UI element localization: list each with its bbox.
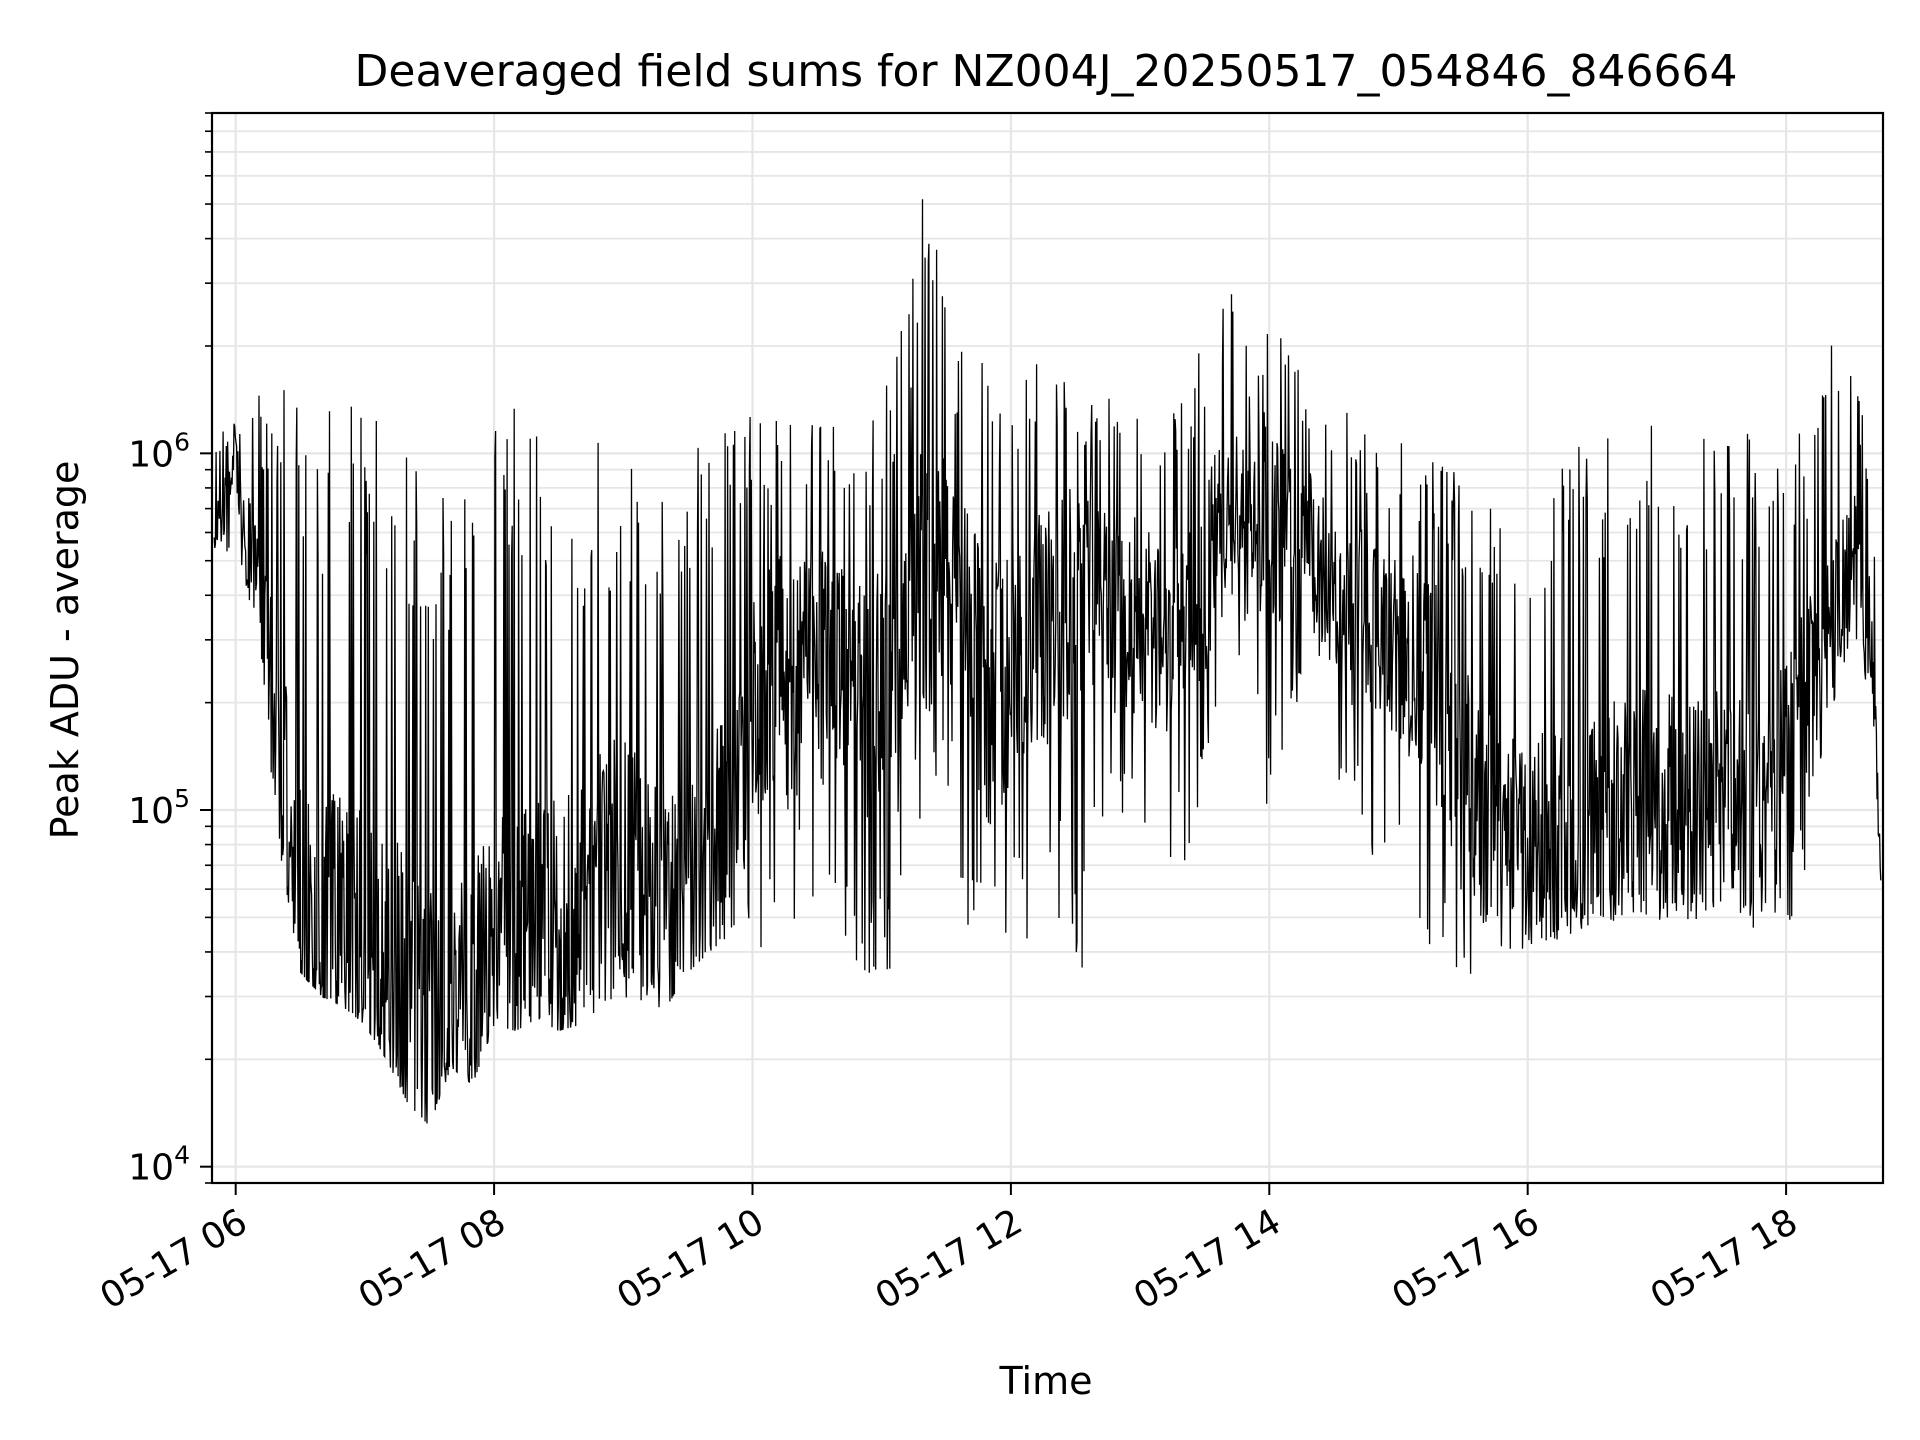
y-axis-ticks: 104 105 106 [128, 112, 212, 1189]
plot-frame [210, 111, 1885, 1185]
y-tick-label: 106 [128, 427, 190, 475]
x-axis-label: Time [999, 1359, 1093, 1403]
chart-title: Deaveraged field sums for NZ004J_2025051… [355, 46, 1738, 97]
y-axis-label: Peak ADU - average [43, 461, 87, 840]
y-gridlines [212, 112, 1883, 1184]
data-series [213, 199, 1882, 1124]
y-tick-label: 104 [128, 1141, 190, 1189]
series-line [213, 199, 1882, 1124]
y-tick-label: 105 [128, 784, 190, 832]
